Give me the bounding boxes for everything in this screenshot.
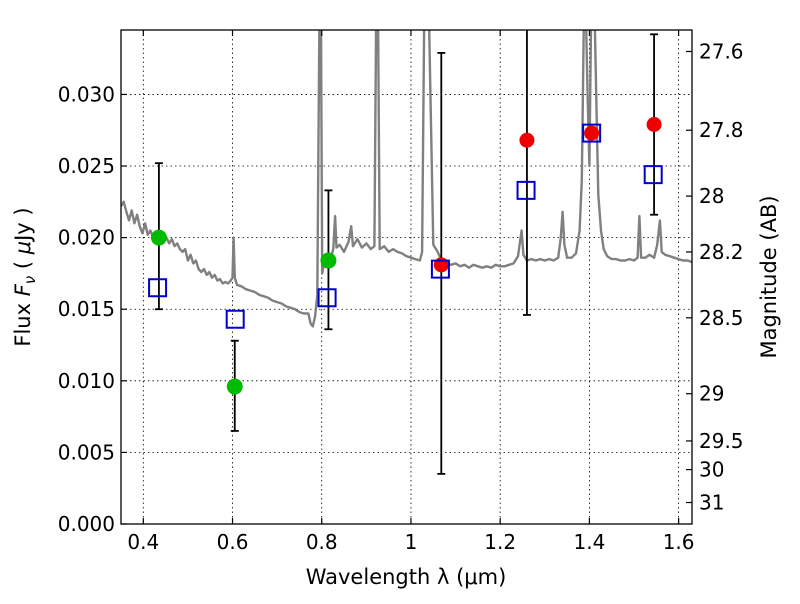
y-tick-label: 0.020 — [58, 226, 115, 250]
green-point — [150, 229, 167, 246]
x-tick-label: 0.4 — [127, 530, 159, 554]
model-square — [148, 278, 168, 298]
model-square — [225, 309, 245, 329]
red-point — [433, 257, 449, 273]
green-point — [226, 378, 243, 395]
spectrum-line — [121, 30, 692, 328]
x-tick-label: 1 — [405, 530, 418, 554]
model-square — [582, 123, 602, 143]
model-square — [643, 165, 663, 185]
right-tick-label: 28.2 — [699, 240, 744, 264]
marker-layer — [148, 30, 663, 475]
tick-layer: 0.4 0.6 0.8 1 1.2 1.4 1.6 0.000 0.005 0.010 0.015 0… — [58, 30, 744, 554]
y-axis-label: Flux Fν ( μJy ) — [11, 207, 39, 346]
red-point — [584, 125, 600, 141]
y-tick-label: 0.010 — [58, 369, 115, 393]
model-square — [317, 288, 337, 308]
right-tick-label: 28.5 — [699, 306, 744, 330]
x-axis-label: Wavelength λ (μm) — [306, 565, 507, 589]
spectrum-layer — [121, 30, 692, 328]
x-tick-label: 1.2 — [484, 530, 516, 554]
y-label-part-flux: Flux — [11, 296, 35, 346]
y-tick-label: 0.015 — [58, 297, 115, 321]
y-label-part-unit: Jy ) — [11, 207, 35, 243]
red-point — [519, 132, 535, 148]
right-tick-label: 28 — [699, 184, 724, 208]
y-tick-label: 0.030 — [58, 82, 115, 106]
right-tick-label: 30 — [699, 458, 724, 482]
model-square — [430, 259, 450, 279]
y-label-part-nu: ν — [21, 276, 39, 284]
y-axis-right-label: Magnitude (AB) — [757, 195, 781, 358]
y-tick-label: 0.025 — [58, 154, 115, 178]
right-tick-label: 29.5 — [699, 429, 744, 453]
grid-layer — [121, 30, 692, 524]
x-tick-label: 1.6 — [663, 530, 695, 554]
green-point — [320, 252, 337, 269]
y-tick-label: 0.005 — [58, 440, 115, 464]
right-tick-label: 31 — [699, 491, 724, 515]
right-tick-label: 27.8 — [699, 118, 744, 142]
y-label-part-f: F — [11, 283, 35, 296]
y-label-part-mu: μ — [11, 241, 35, 255]
right-tick-label: 29 — [699, 382, 724, 406]
plot-frame — [120, 29, 693, 525]
x-tick-label: 0.8 — [306, 530, 338, 554]
y-label-part-open: ( — [11, 254, 35, 276]
right-tick-label: 27.6 — [699, 39, 744, 63]
red-point — [646, 117, 662, 133]
x-tick-label: 1.4 — [573, 530, 605, 554]
x-tick-label: 0.6 — [217, 530, 249, 554]
model-square — [516, 180, 536, 200]
y-tick-label: 0.000 — [58, 512, 115, 536]
